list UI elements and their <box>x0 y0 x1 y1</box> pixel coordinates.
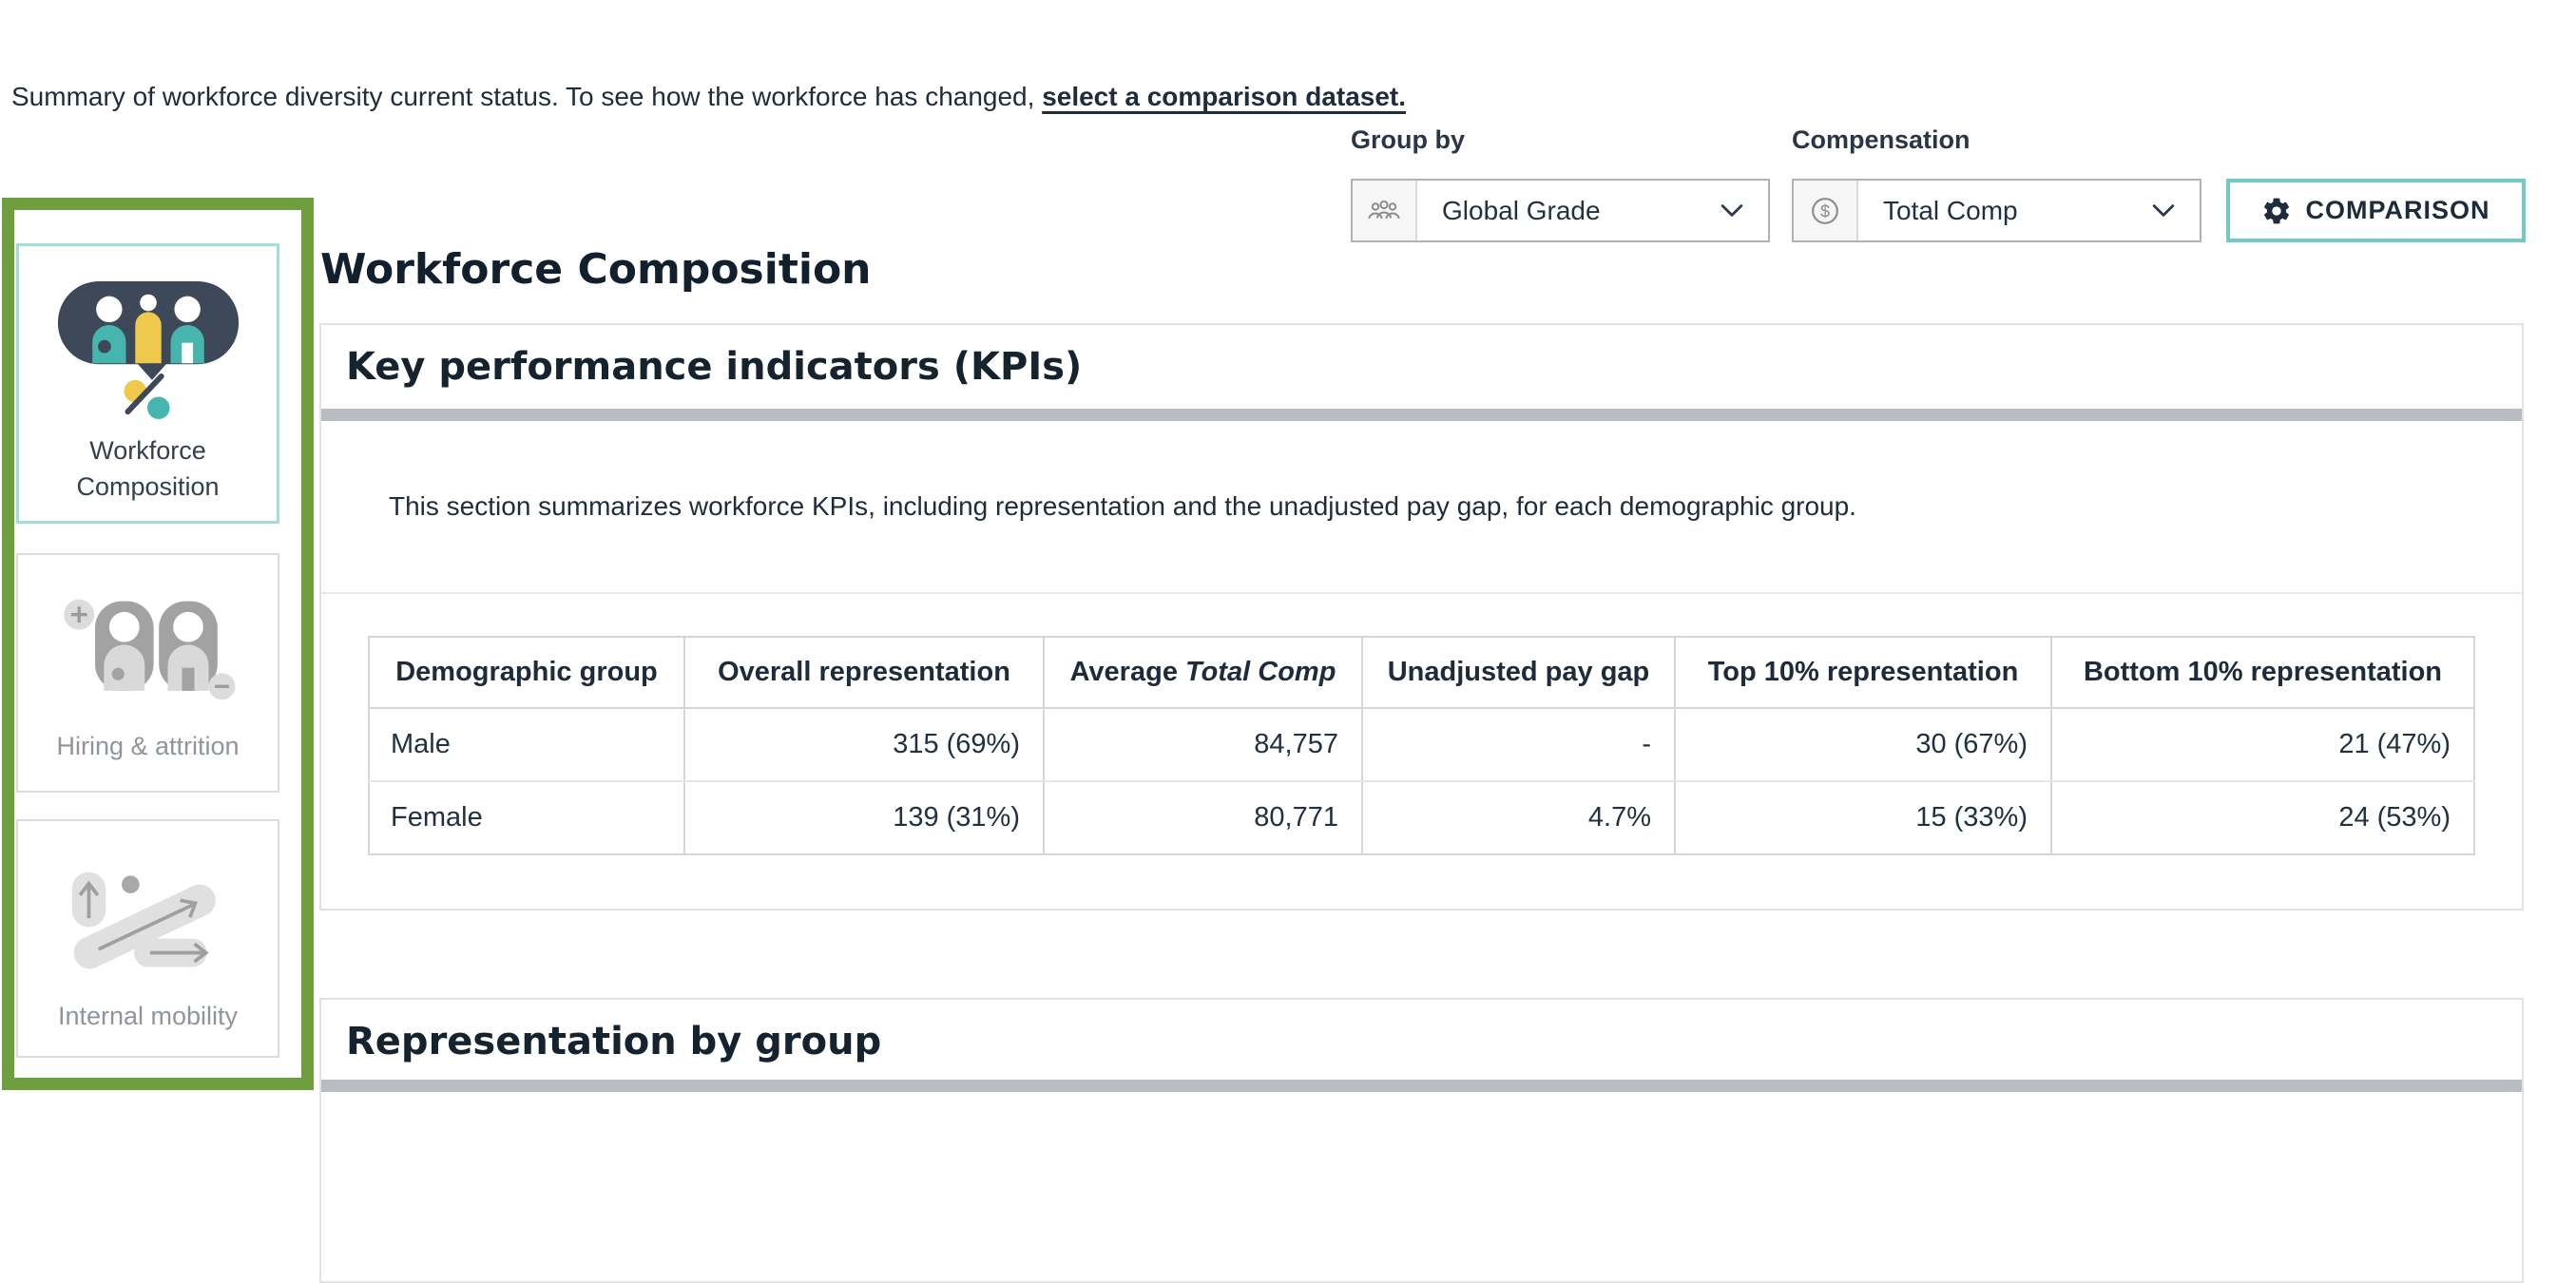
kpi-section-heading: Key performance indicators (KPIs) <box>346 345 1083 389</box>
column-header: Top 10% representation <box>1674 636 2052 709</box>
column-header: Average Total Comp <box>1043 636 1363 709</box>
table-row: Male 315 (69%) 84,757-30 (67%) 21 (47%) <box>368 707 2475 782</box>
kpi-table-header-row: Demographic group Overall representation A… <box>368 636 2475 709</box>
kpi-table: Demographic group Overall representation A… <box>368 636 2475 855</box>
gear-icon <box>2261 196 2292 226</box>
workforce-diversity-dashboard: { "colors": { "navy_text": "#1f2c3c", "h… <box>2 82 2526 1283</box>
comparison-button[interactable]: COMPARISON <box>2226 179 2526 242</box>
representation-panel: Representation by group <box>319 998 2524 1283</box>
sidebar-item-label: Workforce Composition <box>76 436 220 501</box>
kpi-description: This section summarizes workforce KPIs, … <box>389 491 1856 521</box>
table-row: Female 139 (31%) 80,771 4.7% 15 (33%) 24 (53%… <box>368 780 2475 855</box>
value-cell: 24 (53%) <box>2050 780 2475 855</box>
column-header: Overall representation <box>683 636 1045 709</box>
section-divider <box>321 409 2522 421</box>
column-header: Demographic group <box>368 636 685 709</box>
sidebar-item-label: Internal mobility <box>57 1002 239 1030</box>
sidebar-item-workforce-composition[interactable]: Workforce Composition <box>16 243 279 524</box>
kpi-description-block: This section summarizes workforce KPIs, … <box>321 421 2522 594</box>
demographic-group-cell: Male <box>368 707 685 782</box>
compensation-dropdown[interactable]: $ Total Comp <box>1792 179 2201 242</box>
value-cell: 315 (69%) <box>683 707 1045 782</box>
svg-text:$: $ <box>1820 201 1830 220</box>
chevron-down-icon <box>2152 181 2200 240</box>
representation-section-heading: Representation by group <box>346 1020 882 1063</box>
chevron-down-icon <box>1721 181 1768 240</box>
people-group-icon <box>1353 181 1417 240</box>
compensation-value: Total Comp <box>1883 195 2018 225</box>
compensation-label: Compensation <box>1792 125 1970 154</box>
sidebar-item-hiring-attrition[interactable]: Hiring & attrition <box>16 553 279 793</box>
group-by-value: Global Grade <box>1442 195 1601 225</box>
value-cell: 84,757 <box>1043 707 1363 782</box>
kpi-panel: Key performance indicators (KPIs) This s… <box>319 323 2524 910</box>
comparison-button-label: COMPARISON <box>2305 196 2490 224</box>
value-cell: 21 (47%) <box>2050 707 2475 782</box>
sidebar-item-internal-mobility[interactable]: Internal mobility <box>16 819 279 1058</box>
group-by-label: Group by <box>1351 125 1465 154</box>
value-cell: - <box>1361 707 1676 782</box>
page-title: Workforce Composition <box>320 245 872 294</box>
intro-text-static: Summary of workforce diversity current s… <box>11 82 1043 111</box>
demographic-group-cell: Female <box>368 780 685 855</box>
value-cell: 30 (67%) <box>1674 707 2052 782</box>
dollar-circle-icon: $ <box>1794 181 1858 240</box>
group-by-dropdown[interactable]: Global Grade <box>1351 179 1770 242</box>
value-cell: 80,771 <box>1043 780 1363 855</box>
value-cell: 15 (33%) <box>1674 780 2052 855</box>
hiring-attrition-icon <box>58 597 239 703</box>
kpi-table-body: Male 315 (69%) 84,757-30 (67%) 21 (47%) Fema… <box>368 707 2475 855</box>
sidebar-item-label: Hiring & attrition <box>56 732 240 760</box>
comparison-dataset-link[interactable]: select a comparison dataset. <box>1042 82 1407 111</box>
intro-text: Summary of workforce diversity current s… <box>11 82 1406 112</box>
value-cell: 4.7% <box>1361 780 1676 855</box>
internal-mobility-icon <box>58 867 239 973</box>
section-divider <box>321 1080 2522 1092</box>
value-cell: 139 (31%) <box>683 780 1045 855</box>
workforce-composition-icon <box>55 278 241 423</box>
column-header: Bottom 10% representation <box>2050 636 2475 709</box>
column-header: Unadjusted pay gap <box>1361 636 1676 709</box>
